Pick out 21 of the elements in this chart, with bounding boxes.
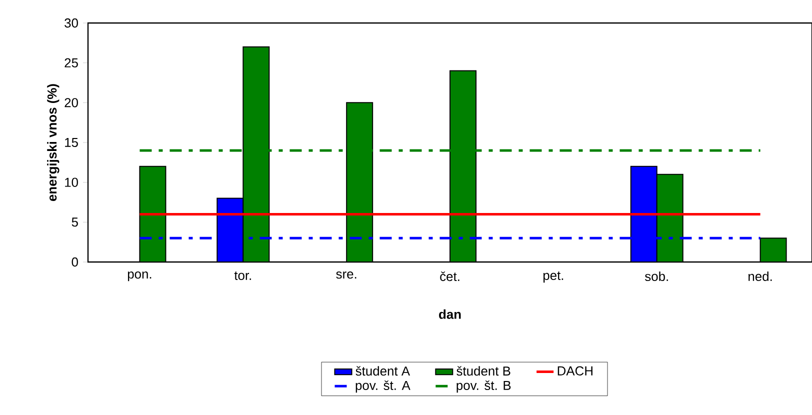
legend-label: študent A	[356, 366, 410, 376]
x-tick-label: sob.	[644, 272, 668, 282]
y-tick-label: 0	[72, 257, 78, 267]
x-axis-title: dan	[439, 309, 461, 319]
x-tick-label: čet.	[440, 272, 460, 282]
y-tick-label: 20	[64, 98, 78, 108]
legend-label: študent B	[456, 366, 510, 376]
y-tick-label: 15	[65, 138, 78, 148]
y-tick-label: 10	[65, 178, 78, 187]
y-axis-title: energijski vnos (%)	[47, 84, 60, 202]
y-tick-label: 30	[64, 18, 78, 28]
x-tick-label: pet.	[543, 272, 564, 283]
legend-label: pov. št. B	[456, 380, 511, 393]
y-tick-label: 5	[72, 218, 78, 227]
legend-label: pov. št. A	[356, 380, 410, 393]
y-tick-label: 25	[64, 58, 78, 68]
x-tick-label: ned.	[748, 272, 772, 282]
x-tick-label: tor.	[234, 272, 251, 280]
x-tick-label: sre.	[336, 272, 356, 279]
x-tick-label: pon.	[128, 272, 152, 282]
legend-label: DACH	[558, 366, 592, 376]
